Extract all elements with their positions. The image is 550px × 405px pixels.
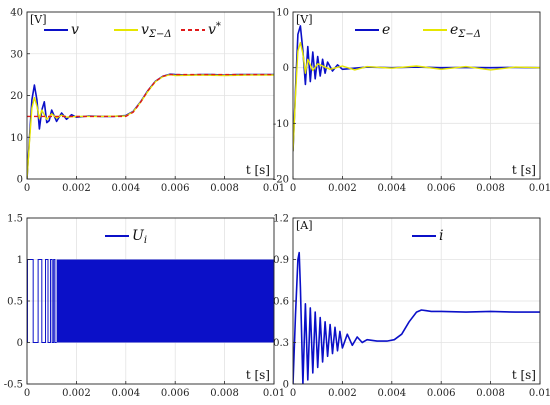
x-tick-label: 0.004 (111, 388, 140, 399)
x-tick-label: 0.006 (427, 388, 456, 399)
legend: i (412, 228, 443, 244)
subplot-4: 0 0.002 0.004 0.006 0.008 0.01 0 0.3 0.6 0.9 1.2 [A… (273, 214, 550, 400)
series-line-i (293, 251, 540, 384)
legend: e eΣ−Δ (355, 22, 481, 40)
subplot-3: 0 0.002 0.004 0.006 0.008 0.01-0.500.511.5t [… (4, 214, 285, 400)
x-tick-label: 0.002 (328, 183, 357, 194)
legend: v vΣ−Δ v* (44, 21, 221, 40)
x-tick-label: 0.01 (263, 388, 285, 399)
y-tick-label: 0.9 (273, 255, 289, 266)
x-tick-label: 0.01 (529, 183, 550, 194)
y-unit-label: [V] (30, 13, 47, 26)
series-group (27, 259, 274, 343)
series-line-e_Σ−Δ (293, 41, 540, 152)
x-tick-label: 0.004 (111, 183, 140, 194)
series-line-v_Σ−Δ (27, 73, 274, 179)
y-tick-label: 0 (283, 380, 289, 391)
x-tick-label: 0.004 (377, 388, 406, 399)
series-group (27, 73, 274, 179)
y-tick-label: -10 (273, 119, 289, 130)
series-group (293, 25, 540, 152)
series-line-v* (27, 73, 274, 118)
x-tick-label: 0.008 (210, 183, 239, 194)
x-tick-label: 0.002 (328, 388, 357, 399)
x-tick-label: 0.002 (62, 183, 91, 194)
series-group (293, 251, 540, 384)
plot-area (293, 12, 540, 179)
x-tick-label: 0 (24, 183, 30, 194)
x-tick-label: 0.002 (62, 388, 91, 399)
x-tick-label: 0.006 (161, 388, 190, 399)
y-unit-label: [V] (296, 13, 313, 26)
x-tick-label: 0.01 (529, 388, 550, 399)
legend-label: eΣ−Δ (450, 22, 481, 40)
subplot-2: 0 0.002 0.004 0.006 0.008 0.01 -20 -10 0 10 [V] t [… (273, 8, 550, 195)
y-tick-label: 0.5 (7, 297, 23, 308)
y-tick-label: 30 (10, 49, 23, 60)
x-tick-label: 0.006 (427, 183, 456, 194)
y-tick-label: 1.5 (7, 214, 23, 225)
y-tick-label: 0 (283, 63, 289, 74)
y-tick-label: -20 (273, 175, 289, 186)
y-tick-label: 10 (276, 8, 289, 19)
y-tick-label: 40 (10, 8, 23, 19)
x-tick-label: 0 (290, 388, 296, 399)
y-tick-label: 20 (10, 91, 23, 102)
legend: Ui (105, 228, 147, 246)
y-tick-label: 1.2 (273, 214, 289, 225)
x-tick-label: 0.004 (377, 183, 406, 194)
legend-label: Ui (132, 228, 147, 246)
y-tick-label: 0.3 (273, 338, 289, 349)
x-tick-label: 0 (290, 183, 296, 194)
x-tick-label: 0.008 (476, 388, 505, 399)
legend-label: vΣ−Δ (141, 22, 172, 40)
y-tick-label: 10 (10, 133, 23, 144)
legend-label: v* (208, 21, 221, 38)
y-tick-label: 0.6 (273, 297, 289, 308)
x-tick-label: 0.008 (476, 183, 505, 194)
x-axis-label: t [s] (246, 163, 270, 177)
x-tick-label: 0.006 (161, 183, 190, 194)
series-line-U_i (27, 259, 57, 343)
pulse-band (56, 259, 274, 343)
x-axis-label: t [s] (512, 163, 536, 177)
x-axis-label: t [s] (246, 368, 270, 382)
y-tick-label: -0.5 (4, 380, 23, 391)
y-tick-label: 0 (17, 338, 23, 349)
legend-label: e (382, 22, 390, 38)
x-tick-label: 0.008 (210, 388, 239, 399)
y-tick-label: 1 (17, 255, 23, 266)
x-tick-label: 0.01 (263, 183, 285, 194)
y-unit-label: [A] (296, 219, 313, 232)
x-axis-label: t [s] (512, 368, 536, 382)
legend-label: v (71, 22, 79, 38)
legend-label: i (439, 228, 443, 244)
y-tick-label: 0 (17, 175, 23, 186)
subplot-1: 0 0.002 0.004 0.006 0.008 0.01 0 10 20 30 40 [V] t [… (10, 8, 285, 195)
x-tick-label: 0 (24, 388, 30, 399)
axes-frame (292, 11, 541, 180)
